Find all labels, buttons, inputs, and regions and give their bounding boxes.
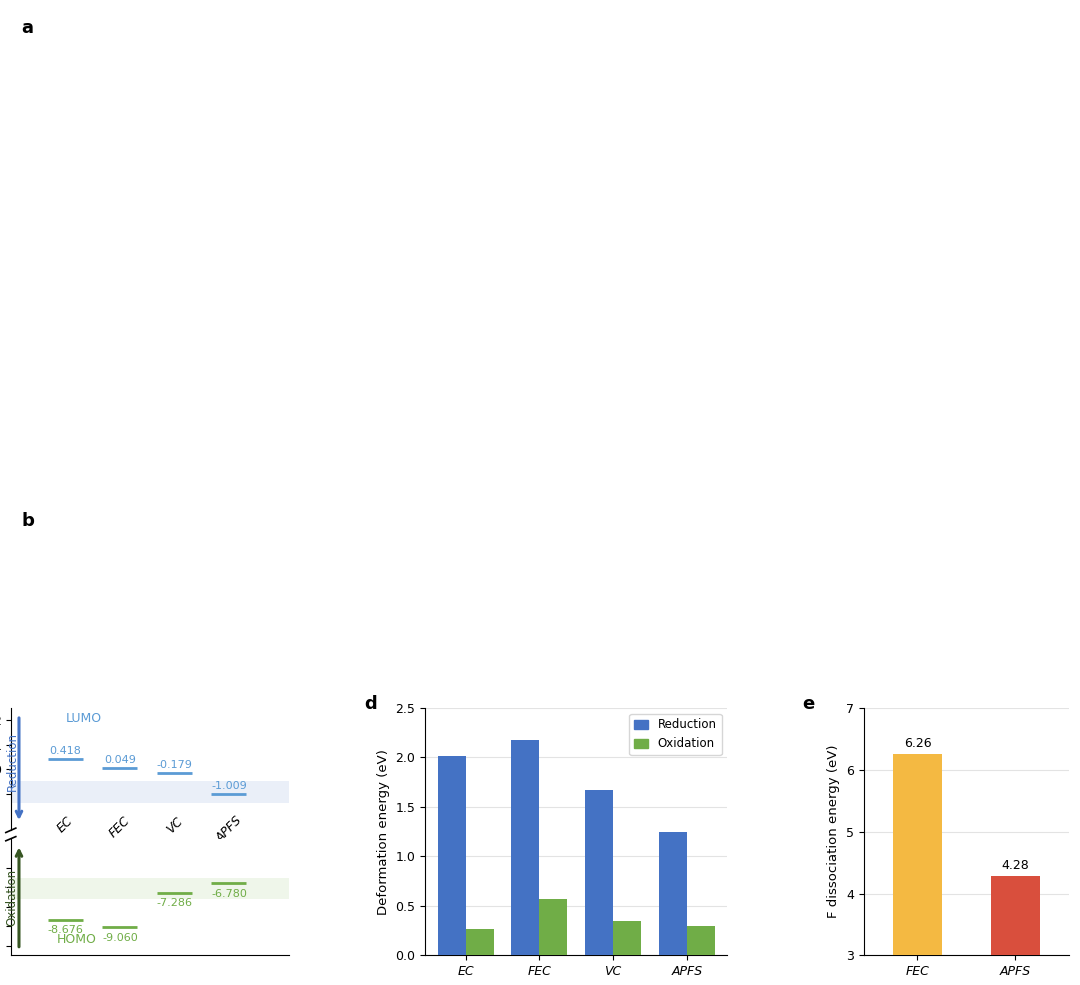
Text: FEC: FEC [107, 815, 133, 840]
Bar [585, 790, 613, 955]
Text: e: e [802, 695, 814, 713]
Bar [512, 741, 539, 955]
Text: 6.26: 6.26 [904, 737, 931, 750]
Text: -7.286: -7.286 [157, 898, 192, 908]
Text: Oxidation: Oxidation [5, 869, 18, 926]
Text: Reduction: Reduction [5, 732, 18, 791]
Text: -6.780: -6.780 [211, 888, 247, 898]
Bar [613, 921, 642, 955]
Text: 0.049: 0.049 [104, 755, 136, 764]
Y-axis label: F dissociation energy (eV): F dissociation energy (eV) [827, 745, 840, 918]
Text: -9.060: -9.060 [102, 933, 138, 943]
Text: d: d [365, 695, 377, 713]
Bar [11, 781, 289, 804]
Text: HOMO: HOMO [57, 933, 97, 946]
Text: 4.28: 4.28 [1001, 860, 1029, 873]
Text: -8.676: -8.676 [48, 925, 83, 936]
Text: APFS: APFS [214, 815, 244, 845]
Bar [465, 929, 494, 955]
Bar [539, 899, 567, 955]
Text: -0.179: -0.179 [157, 760, 192, 770]
Bar [11, 878, 289, 899]
Text: LUMO: LUMO [65, 712, 102, 725]
Legend: Reduction, Oxidation: Reduction, Oxidation [630, 714, 721, 755]
Text: VC: VC [164, 815, 185, 836]
Bar [659, 831, 687, 955]
Text: -1.009: -1.009 [211, 780, 247, 791]
Text: EC: EC [55, 815, 76, 835]
Bar [990, 877, 1040, 955]
Y-axis label: Deformation energy (eV): Deformation energy (eV) [377, 749, 390, 914]
Bar [893, 754, 942, 955]
Bar [437, 756, 465, 955]
Text: a: a [22, 20, 33, 37]
Text: 0.418: 0.418 [50, 746, 81, 755]
Text: b: b [22, 511, 35, 530]
Bar [687, 926, 715, 955]
